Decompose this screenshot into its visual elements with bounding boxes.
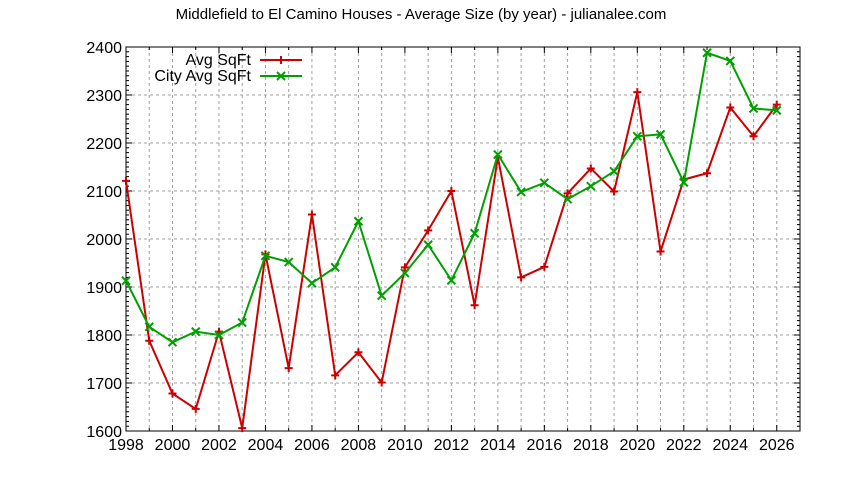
x-marker-icon (655, 129, 666, 140)
x-marker-icon (446, 275, 457, 285)
plus-marker-icon (424, 226, 433, 235)
x-marker-icon (586, 181, 596, 191)
plus-marker-icon (354, 348, 363, 357)
plus-marker-icon (122, 176, 130, 185)
x-marker-icon (772, 105, 782, 116)
x-tick-label: 1998 (108, 437, 144, 454)
x-marker-icon (276, 71, 286, 81)
grid-lines (126, 47, 800, 431)
x-marker-icon (493, 149, 503, 160)
x-tick-label: 2000 (155, 437, 191, 454)
x-tick-label: 2008 (341, 437, 377, 454)
x-marker-icon (562, 194, 573, 204)
chart-title: Middlefield to El Camino Houses - Averag… (176, 6, 667, 23)
x-tick-label: 2022 (666, 437, 702, 454)
plus-marker-icon (633, 88, 642, 97)
x-marker-icon (679, 177, 689, 188)
plus-marker-icon (726, 103, 735, 112)
plus-marker-icon (331, 371, 340, 380)
x-marker-icon (516, 187, 526, 197)
x-marker-icon (283, 257, 294, 267)
plus-marker-icon (703, 169, 712, 178)
x-marker-icon (725, 56, 735, 66)
x-marker-icon (121, 276, 131, 286)
x-marker-icon (469, 228, 480, 238)
y-tick-label: 1900 (86, 280, 122, 297)
legend-label: City Avg SqFt (154, 68, 251, 85)
y-tick-label: 1600 (86, 424, 122, 441)
plus-marker-icon (517, 273, 526, 282)
x-marker-icon (167, 337, 178, 347)
y-tick-label: 1700 (86, 376, 122, 393)
x-tick-label: 2014 (480, 437, 516, 454)
x-marker-icon (632, 131, 643, 141)
plus-marker-icon (191, 404, 200, 413)
legend-label: Avg SqFt (185, 52, 251, 69)
y-tick-label: 2300 (86, 88, 122, 105)
x-marker-icon (748, 103, 759, 114)
axes: 1600 1700 1800 1900 2000 2100 2200 2300 2400 1998… (86, 40, 801, 454)
x-marker-icon (237, 317, 247, 328)
plus-marker-icon (168, 389, 177, 398)
x-tick-label: 2004 (248, 437, 284, 454)
x-tick-label: 2018 (573, 437, 609, 454)
x-marker-icon (423, 240, 433, 250)
plus-marker-icon (586, 164, 595, 173)
y-tick-label: 2200 (86, 136, 122, 153)
x-marker-icon (144, 322, 154, 332)
x-tick-label: 2024 (712, 437, 748, 454)
y-tick-label: 2100 (86, 184, 122, 201)
x-marker-icon (330, 262, 340, 273)
x-marker-icon (260, 251, 271, 261)
x-tick-label: 2016 (527, 437, 563, 454)
x-marker-icon (376, 290, 387, 301)
plus-marker-icon (563, 189, 572, 198)
x-marker-icon (400, 268, 410, 278)
plus-marker-icon (277, 56, 285, 64)
plus-marker-icon (540, 262, 549, 271)
plus-marker-icon (749, 132, 758, 141)
x-marker-icon (353, 216, 364, 226)
plus-marker-icon (470, 301, 479, 310)
x-marker-icon (214, 330, 224, 340)
plus-marker-icon (400, 263, 409, 272)
plus-marker-icon (610, 187, 619, 196)
y-tick-label: 1800 (86, 328, 122, 345)
plus-marker-icon (656, 247, 665, 256)
plus-marker-icon (447, 187, 456, 195)
plus-marker-icon (284, 364, 293, 373)
y-tick-label: 2400 (86, 40, 122, 57)
x-tick-label: 2012 (434, 437, 470, 454)
x-marker-icon (539, 178, 550, 188)
x-tick-label: 2002 (201, 437, 237, 454)
plus-marker-icon (238, 424, 247, 433)
x-marker-icon (702, 48, 712, 58)
plus-marker-icon (772, 100, 781, 109)
x-marker-icon (191, 326, 201, 337)
plus-marker-icon (145, 336, 154, 345)
x-tick-label: 2020 (620, 437, 656, 454)
plus-marker-icon (377, 378, 386, 387)
series-city-avg-sqft (121, 48, 782, 347)
x-tick-label: 2010 (387, 437, 423, 454)
x-marker-icon (307, 278, 317, 288)
plus-marker-icon (307, 210, 316, 219)
x-tick-label: 2026 (759, 437, 795, 454)
x-marker-icon (609, 166, 619, 177)
y-tick-label: 2000 (86, 232, 122, 249)
data-series (121, 48, 782, 433)
x-tick-label: 2006 (294, 437, 330, 454)
